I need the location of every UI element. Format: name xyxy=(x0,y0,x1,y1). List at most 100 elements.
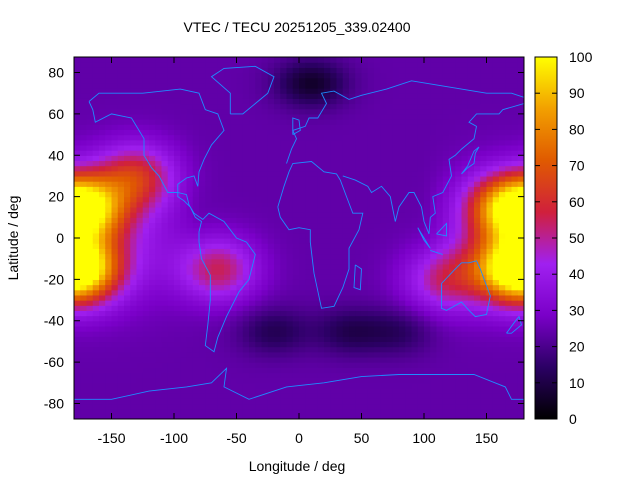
heatmap-cell xyxy=(505,119,513,125)
heatmap-cell xyxy=(80,62,88,68)
heatmap-cell xyxy=(186,155,194,162)
heatmap-cell xyxy=(86,139,94,146)
heatmap-cell xyxy=(486,289,494,296)
heatmap-cell xyxy=(367,336,375,343)
heatmap-cell xyxy=(405,413,413,419)
heatmap-cell xyxy=(442,372,450,379)
heatmap-cell xyxy=(305,150,313,156)
heatmap-cell xyxy=(280,62,288,68)
heatmap-cell xyxy=(424,372,431,379)
heatmap-cell xyxy=(449,305,456,311)
heatmap-cell xyxy=(367,62,375,68)
heatmap-cell xyxy=(417,82,425,89)
heatmap-cell xyxy=(474,124,481,130)
heatmap-cell xyxy=(380,134,388,141)
heatmap-cell xyxy=(305,387,313,394)
heatmap-cell xyxy=(305,393,313,399)
heatmap-cell xyxy=(211,160,219,167)
heatmap-cell xyxy=(511,232,519,239)
heatmap-cell xyxy=(74,206,81,213)
heatmap-cell xyxy=(242,243,250,249)
heatmap-cell xyxy=(186,129,194,136)
heatmap-cell xyxy=(424,356,431,363)
heatmap-cell xyxy=(386,362,394,368)
heatmap-cell xyxy=(474,232,481,239)
heatmap-cell xyxy=(255,201,263,208)
heatmap-cell xyxy=(374,341,381,348)
heatmap-cell xyxy=(142,57,150,63)
heatmap-cell xyxy=(105,77,113,84)
heatmap-cell xyxy=(324,248,331,255)
heatmap-cell xyxy=(430,284,438,291)
heatmap-cell xyxy=(436,191,444,198)
heatmap-cell xyxy=(449,382,456,389)
heatmap-cell xyxy=(242,310,250,317)
heatmap-cell xyxy=(74,403,81,410)
heatmap-cell xyxy=(380,103,388,110)
heatmap-cell xyxy=(299,315,306,322)
heatmap-cell xyxy=(317,144,325,151)
heatmap-cell xyxy=(367,134,375,141)
heatmap-cell xyxy=(299,325,306,332)
heatmap-cell xyxy=(399,325,406,332)
heatmap-cell xyxy=(492,88,500,94)
heatmap-cell xyxy=(92,243,100,249)
heatmap-cell xyxy=(336,325,344,332)
heatmap-cell xyxy=(355,57,363,63)
heatmap-cell xyxy=(386,129,394,136)
heatmap-cell xyxy=(374,310,381,317)
heatmap-cell xyxy=(205,150,213,156)
heatmap-cell xyxy=(417,248,425,255)
heatmap-cell xyxy=(274,57,281,63)
heatmap-cell xyxy=(436,372,444,379)
heatmap-cell xyxy=(174,310,181,317)
heatmap-cell xyxy=(117,155,125,162)
heatmap-cell xyxy=(367,67,375,74)
heatmap-cell xyxy=(324,351,331,358)
heatmap-cell xyxy=(417,305,425,311)
heatmap-cell xyxy=(274,331,281,337)
heatmap-cell xyxy=(367,398,375,405)
heatmap-cell xyxy=(374,72,381,79)
heatmap-cell xyxy=(142,356,150,363)
heatmap-cell xyxy=(480,93,488,99)
heatmap-cell xyxy=(286,175,294,182)
heatmap-cell xyxy=(461,212,469,218)
heatmap-cell xyxy=(180,279,188,286)
heatmap-cell xyxy=(267,181,275,187)
heatmap-cell xyxy=(380,393,388,399)
heatmap-cell xyxy=(230,124,238,130)
heatmap-cell xyxy=(130,238,138,244)
heatmap-cell xyxy=(230,289,238,296)
heatmap-cell xyxy=(217,238,225,244)
heatmap-cell xyxy=(430,372,438,379)
heatmap-cell xyxy=(205,108,213,115)
heatmap-cell xyxy=(230,227,238,234)
heatmap-cell xyxy=(436,367,444,374)
heatmap-cell xyxy=(392,408,400,415)
heatmap-cell xyxy=(80,263,88,270)
heatmap-cell xyxy=(305,253,313,260)
heatmap-cell xyxy=(486,382,494,389)
heatmap-cell xyxy=(280,181,288,187)
heatmap-cell xyxy=(199,248,206,255)
heatmap-cell xyxy=(167,160,175,167)
heatmap-cell xyxy=(74,377,81,384)
heatmap-cell xyxy=(255,351,263,358)
heatmap-cell xyxy=(86,201,94,208)
heatmap-cell xyxy=(105,165,113,172)
heatmap-cell xyxy=(505,300,513,306)
heatmap-cell xyxy=(217,124,225,130)
heatmap-cell xyxy=(417,57,425,63)
heatmap-cell xyxy=(492,356,500,363)
heatmap-cell xyxy=(130,403,138,410)
heatmap-cell xyxy=(467,124,475,130)
heatmap-cell xyxy=(230,98,238,105)
heatmap-cell xyxy=(455,119,463,125)
heatmap-cell xyxy=(461,82,469,89)
heatmap-cell xyxy=(205,377,213,384)
heatmap-cell xyxy=(342,181,350,187)
heatmap-cell xyxy=(411,222,419,229)
heatmap-cell xyxy=(180,113,188,120)
heatmap-cell xyxy=(130,351,138,358)
